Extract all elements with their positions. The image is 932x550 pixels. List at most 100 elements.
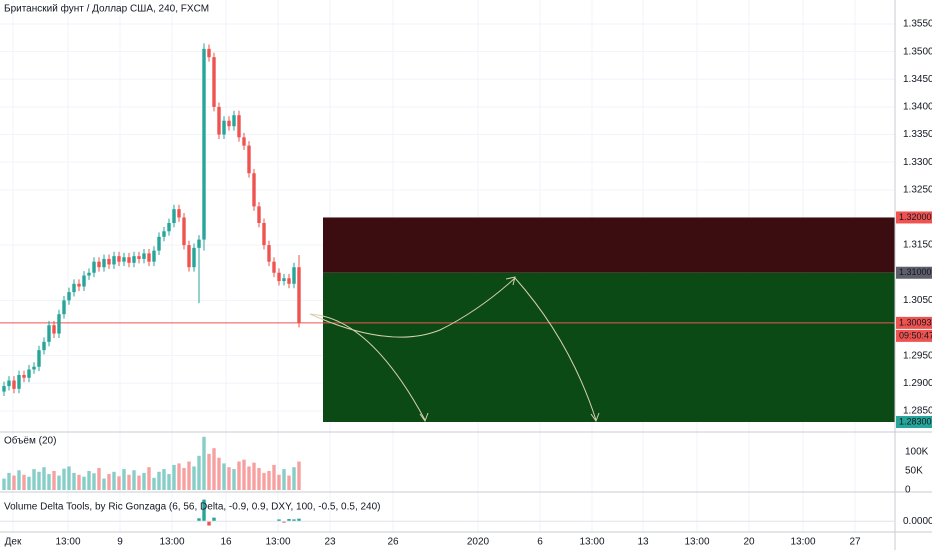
volume-bar: [137, 475, 141, 490]
candle-body: [7, 380, 11, 387]
volume-bar: [112, 471, 116, 490]
volume-bar: [72, 472, 76, 490]
y-tick-label: 1.29000: [903, 378, 932, 389]
candle-body: [57, 314, 61, 334]
x-tick-label: 9: [117, 537, 123, 548]
delta-label: Volume Delta Tools, by Ric Gonzaga (6, 5…: [4, 502, 381, 513]
y-tick-label: 1.31500: [903, 240, 932, 251]
volume-bar: [12, 475, 16, 490]
forecast-arrow: [309, 313, 426, 421]
volume-bar: [107, 474, 111, 490]
volume-bar: [237, 461, 241, 490]
stop-zone: [323, 217, 895, 273]
volume-bar: [2, 478, 6, 490]
volume-bar: [57, 475, 61, 490]
candle-body: [242, 137, 246, 146]
volume-bar: [287, 475, 291, 490]
y-tick-label: 1.28500: [903, 406, 932, 417]
x-tick-label: 16: [220, 537, 232, 548]
volume-bar: [37, 471, 41, 490]
volume-bar: [277, 474, 281, 490]
candle-body: [142, 253, 146, 259]
candle-body: [47, 325, 51, 342]
countdown: 09:50:47: [899, 330, 932, 340]
x-tick-label: 13:00: [579, 537, 604, 548]
stop-tag: 1.32000: [899, 212, 932, 222]
volume-bar: [232, 469, 236, 490]
candle-body: [107, 258, 111, 265]
target-zone: [323, 272, 895, 422]
candle-body: [117, 256, 121, 262]
volume-bar: [142, 472, 146, 490]
candle-body: [132, 256, 136, 263]
candle-body: [217, 106, 221, 135]
candle-body: [127, 257, 131, 263]
candle-body: [17, 375, 21, 389]
candle-body: [12, 380, 16, 389]
y-tick-label: 1.34500: [903, 74, 932, 85]
volume-bar: [202, 436, 206, 490]
candle-body: [287, 278, 291, 284]
candle-body: [167, 222, 171, 232]
x-tick-label: 26: [387, 537, 399, 548]
candle-body: [147, 253, 151, 262]
y-tick-label: 1.34000: [903, 102, 932, 113]
volume-bar: [227, 467, 231, 490]
volume-bar: [157, 471, 161, 490]
entry-tag-bg: [896, 266, 932, 279]
candle-body: [137, 256, 141, 259]
volume-label: Объём (20): [4, 435, 56, 447]
x-tick-label: 13:00: [55, 537, 80, 548]
volume-bar: [162, 469, 166, 490]
volume-bar: [247, 466, 251, 490]
x-tick-label: 13: [637, 537, 649, 548]
candle-body: [27, 369, 31, 378]
x-tick-label: 6: [537, 537, 543, 548]
volume-bar: [17, 470, 21, 490]
candle-body: [97, 261, 101, 268]
y-tick-label: 1.33000: [903, 157, 932, 168]
volume-bar: [262, 472, 266, 490]
volume-bar: [167, 474, 171, 490]
volume-bar: [217, 457, 221, 490]
volume-bar: [252, 462, 256, 490]
delta-bar: [287, 519, 291, 522]
candle-body: [67, 292, 71, 301]
volume-bar: [292, 467, 296, 490]
volume-bar: [187, 461, 191, 490]
volume-bar: [147, 467, 151, 490]
candle-body: [87, 272, 91, 276]
candle-body: [2, 386, 6, 392]
volume-tick-label: 50K: [905, 466, 923, 477]
x-tick-label: Дек: [5, 537, 22, 548]
candle-body: [192, 247, 196, 268]
volume-bar: [122, 469, 126, 490]
x-tick-label: 13:00: [684, 537, 709, 548]
candle-body: [72, 283, 76, 293]
volume-bar: [152, 477, 156, 490]
candle-body: [282, 278, 286, 282]
candle-body: [92, 261, 96, 273]
candle-body: [112, 256, 116, 265]
y-tick-label: 1.29500: [903, 350, 932, 361]
candle-body: [252, 173, 256, 207]
volume-bar: [297, 461, 301, 490]
volume-bar: [212, 448, 216, 490]
volume-bar: [242, 459, 246, 490]
target-tag: 1.28300: [899, 416, 932, 426]
volume-bar: [282, 469, 286, 490]
candle-body: [77, 283, 81, 287]
volume-bar: [82, 476, 86, 490]
arrow-head: [590, 412, 600, 423]
candle-body: [247, 145, 251, 174]
candle-body: [172, 209, 176, 223]
volume-bar: [62, 468, 66, 490]
candle-body: [82, 275, 86, 287]
candle-body: [267, 245, 271, 262]
candle-body: [157, 236, 161, 251]
volume-bar: [92, 473, 96, 490]
delta-bar: [212, 517, 216, 522]
delta-tick-label: 0.00000: [903, 516, 932, 527]
volume-bar: [117, 476, 121, 490]
candle-body: [152, 250, 156, 262]
